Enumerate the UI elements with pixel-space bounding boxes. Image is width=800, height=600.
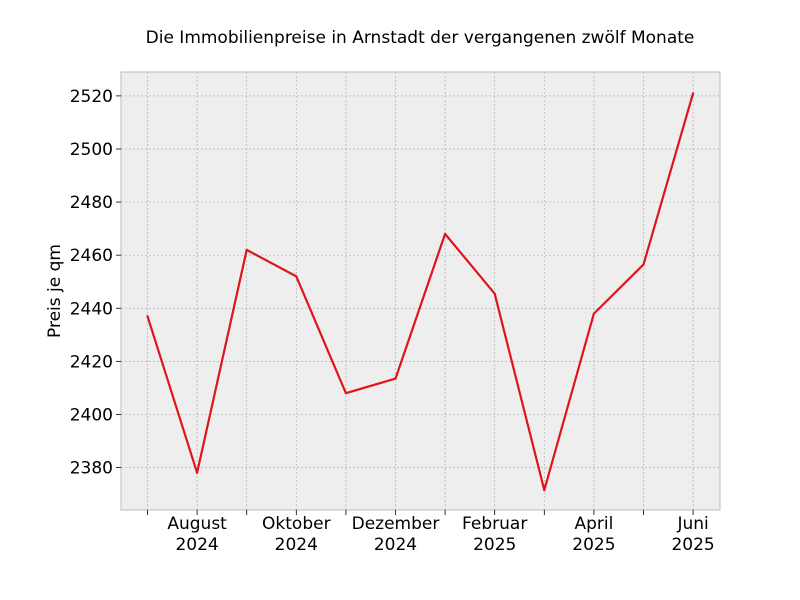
y-tick-label: 2460 xyxy=(70,246,113,266)
y-tick-label: 2400 xyxy=(70,405,113,425)
plot-frame xyxy=(120,71,721,511)
data-point xyxy=(493,292,496,295)
x-tick-label-month: Juni xyxy=(676,514,708,534)
data-point xyxy=(196,471,199,474)
y-axis: 2380 2400 2420 2440 2460 2480 2500 2520 xyxy=(70,87,121,479)
series xyxy=(146,92,695,492)
data-point xyxy=(592,312,596,315)
data-point xyxy=(543,488,546,492)
x-tick-label-year: 2025 xyxy=(473,535,516,555)
chart-title: Die Immobilienpreise in Arnstadt der ver… xyxy=(146,28,695,48)
y-tick-label: 2420 xyxy=(70,352,113,372)
y-axis-label: Preis je qm xyxy=(45,244,65,338)
x-tick-label-year: 2025 xyxy=(572,535,615,555)
grid-x xyxy=(147,72,694,510)
series-line xyxy=(146,92,695,492)
y-tick-label: 2520 xyxy=(70,87,113,107)
x-tick-label-year: 2024 xyxy=(374,535,417,555)
data-point xyxy=(146,315,149,318)
data-point xyxy=(444,232,447,236)
x-tick-label-month: Dezember xyxy=(352,514,440,534)
data-point xyxy=(642,263,645,266)
x-tick-label-year: 2025 xyxy=(671,535,714,555)
y-tick-label: 2380 xyxy=(70,459,113,479)
x-tick-label-month: Oktober xyxy=(262,514,331,534)
x-tick-label-month: Februar xyxy=(462,514,527,534)
x-tick-label-year: 2024 xyxy=(175,535,218,555)
x-axis: August2024Oktober2024Dezember2024Februar… xyxy=(147,510,715,555)
data-point xyxy=(394,377,397,380)
plot-area xyxy=(121,72,720,510)
x-tick-label-month: April xyxy=(574,514,613,534)
data-point xyxy=(245,248,248,251)
x-tick-label-month: August xyxy=(167,514,227,534)
data-point xyxy=(295,275,298,278)
y-tick-label: 2500 xyxy=(70,140,113,160)
y-tick-label: 2480 xyxy=(70,193,113,213)
x-tick-label-year: 2024 xyxy=(275,535,318,555)
y-tick-label: 2440 xyxy=(70,299,113,319)
data-point xyxy=(344,392,347,395)
data-point xyxy=(692,92,695,95)
